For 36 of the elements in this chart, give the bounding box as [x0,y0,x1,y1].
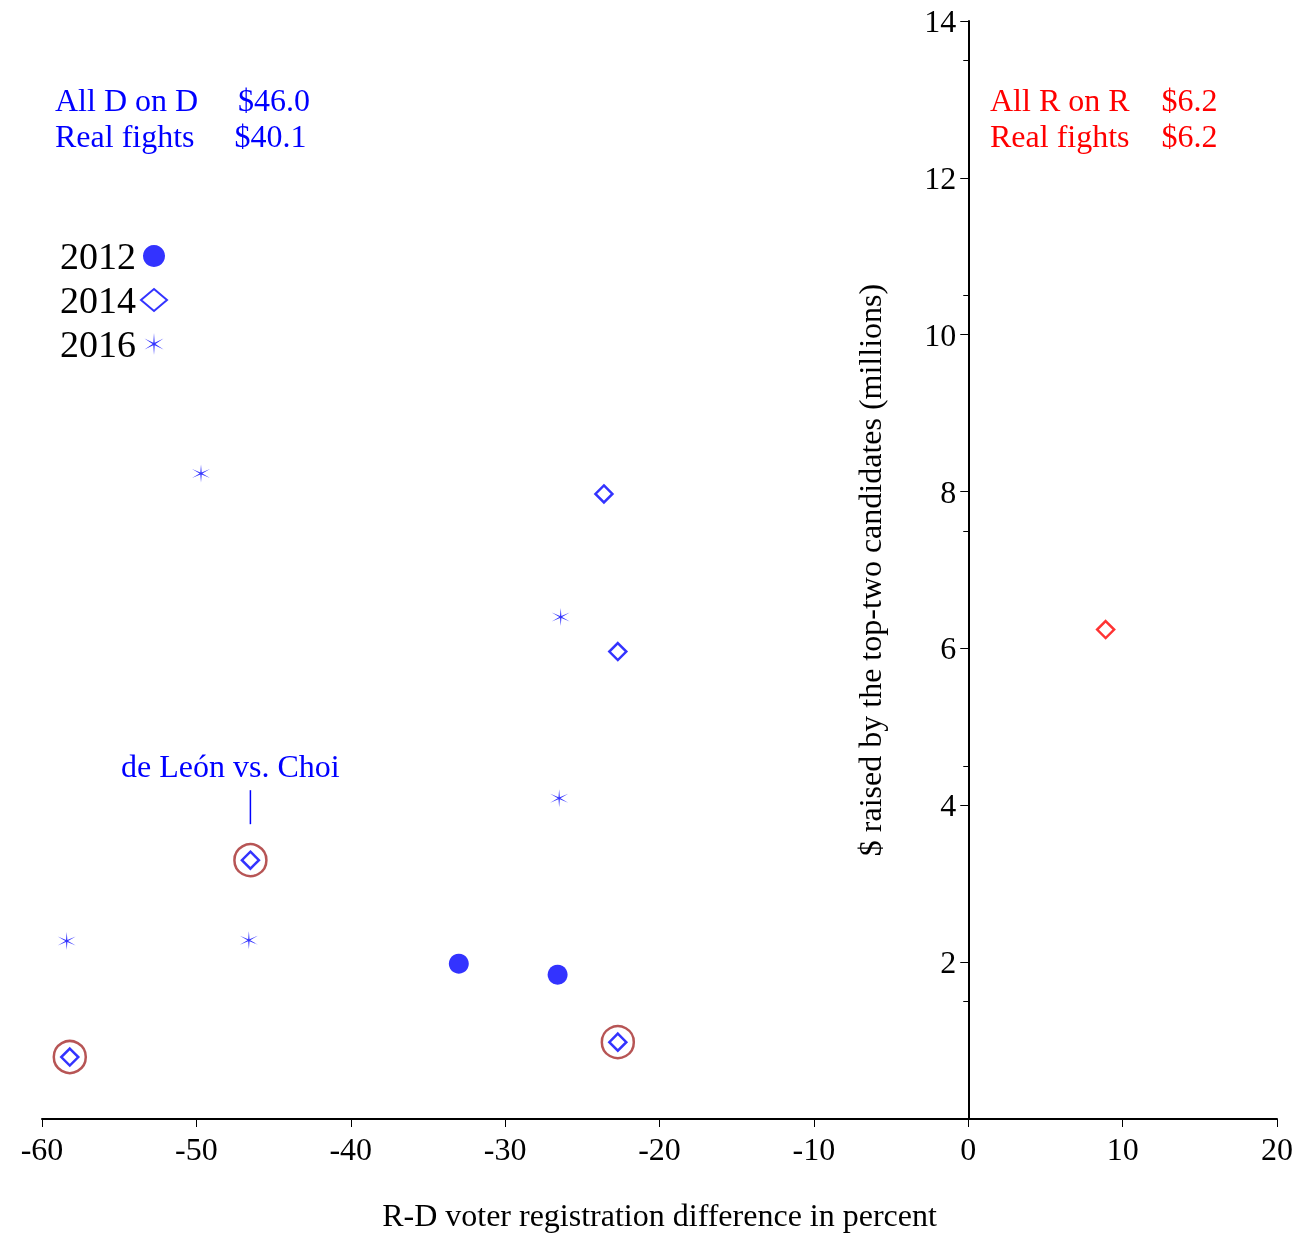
point [233,842,268,878]
annotation: Real fights $40.1 [55,118,307,154]
y-tick-label: 2 [940,944,957,981]
y-tick-label: 8 [940,473,957,510]
annotation: de León vs. Choi [121,748,340,785]
y-axis-title: $ raised by the top-two candidates (millions) [852,283,889,857]
y-tick-label: 14 [924,3,957,39]
point [594,484,614,504]
point [547,964,568,985]
x-tick-label: 20 [1261,1131,1293,1167]
point [448,953,469,974]
legend-label: 2012 [60,235,136,277]
point [608,641,628,662]
point [600,1024,636,1060]
point [551,608,570,627]
x-tick-label: -60 [20,1131,64,1167]
point [52,1039,88,1075]
legend-label: 2016 [60,323,136,365]
annotation: All R on R $6.2 [990,82,1218,118]
legend-label: 2014 [60,279,136,321]
annotation: All D on D $46.0 [55,82,311,118]
y-tick-label: 6 [940,630,957,667]
x-tick-label: -50 [175,1131,218,1167]
x-tick-label: -10 [792,1131,836,1167]
annotation: Real fights $6.2 [990,118,1218,154]
x-tick-label: -40 [329,1131,373,1167]
x-tick-label: -20 [638,1131,681,1167]
point [57,931,76,950]
y-tick-label: 12 [924,159,957,196]
y-tick-label: 10 [924,316,957,353]
x-tick-label: -30 [483,1131,527,1167]
x-axis-title: R-D voter registration difference in percent [382,1197,937,1233]
point [1095,619,1116,640]
y-tick-label: 4 [940,787,957,824]
x-tick-label: 10 [1106,1131,1139,1167]
x-tick-label: 0 [960,1131,977,1167]
